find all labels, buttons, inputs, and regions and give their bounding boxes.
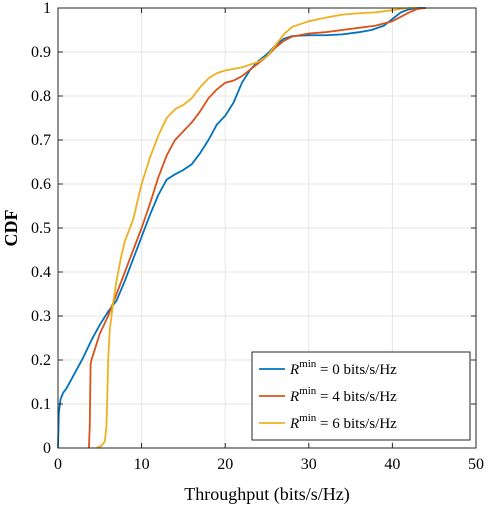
x-axis-title: Throughput (bits/s/Hz) [184, 484, 349, 505]
y-tick-label: 0.6 [31, 176, 51, 193]
axis-ticks [57, 7, 477, 449]
x-tick-label: 10 [134, 456, 150, 473]
y-tick-label: 0 [43, 440, 51, 457]
y-tick-label: 0.8 [31, 88, 51, 105]
legend-box [251, 351, 471, 441]
x-tick-label: 50 [468, 456, 484, 473]
y-tick-label: 0.3 [31, 308, 51, 325]
x-tick-label: 30 [301, 456, 317, 473]
legend-label-1: Rmin = 4 bits/s/Hz [289, 385, 397, 405]
series-lines [57, 7, 426, 449]
y-tick-labels: 0 0.1 0.2 0.3 0.4 0.5 0.6 0.7 0.8 0.9 1 [31, 0, 51, 457]
y-tick-label: 0.4 [31, 264, 51, 281]
series-line-0 [57, 7, 426, 449]
x-tick-label: 20 [217, 456, 233, 473]
y-tick-label: 0.1 [31, 396, 51, 413]
x-tick-label: 40 [384, 456, 400, 473]
grid-lines [57, 7, 477, 449]
y-tick-label: 0.2 [31, 352, 51, 369]
y-tick-label: 0.7 [31, 132, 51, 149]
y-tick-label: 0.5 [31, 220, 51, 237]
x-tick-label: 0 [54, 456, 62, 473]
legend-label-0: Rmin = 0 bits/s/Hz [289, 358, 397, 378]
legend-label-2: Rmin = 6 bits/s/Hz [289, 412, 397, 432]
x-tick-labels: 0 10 20 30 40 50 [54, 456, 484, 473]
y-tick-label: 0.9 [31, 44, 51, 61]
series-line-1 [88, 7, 426, 449]
legend: Rmin = 0 bits/s/Hz Rmin = 4 bits/s/Hz Rmin… [251, 351, 471, 441]
y-tick-label: 1 [43, 0, 51, 17]
series-line-2 [96, 7, 418, 449]
y-axis-title: CDF [1, 210, 21, 247]
